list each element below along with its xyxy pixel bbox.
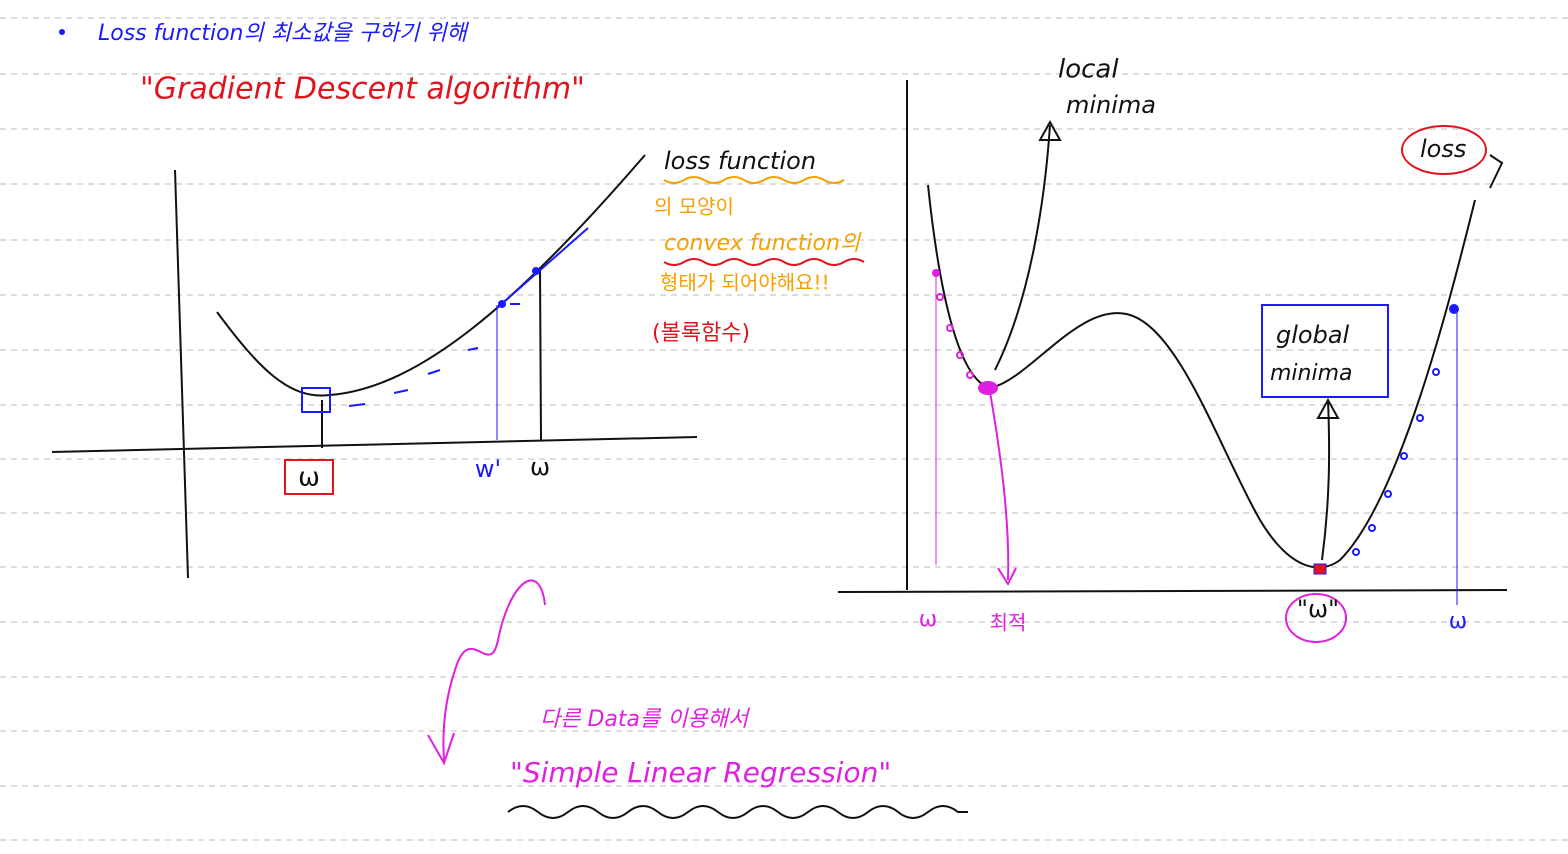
wavy-underline [507, 805, 968, 819]
local-label: minima [1066, 91, 1156, 119]
local-point [978, 381, 998, 395]
note: 의 모양이 [654, 195, 734, 219]
note: (볼록함수) [652, 321, 750, 346]
axis-label: w' [475, 455, 501, 483]
bullet [59, 29, 65, 35]
note: convex function의 [664, 231, 862, 256]
underline [663, 176, 845, 184]
title: "Gradient Descent algorithm" [140, 72, 585, 107]
gradient-steps [301, 227, 589, 440]
right-graph [837, 80, 1508, 593]
arrow [427, 579, 546, 766]
note: 형태가 되어야해요!! [660, 271, 830, 295]
axis-label: ω [919, 607, 937, 632]
global-label: global [1276, 321, 1350, 349]
global-path [1261, 304, 1458, 605]
footer-title: "Simple Linear Regression" [510, 756, 891, 789]
axis-label: 최적 [990, 611, 1027, 635]
left-graph [51, 154, 698, 579]
local-path [935, 270, 1017, 587]
highlight-circle [1401, 125, 1487, 175]
underline [663, 258, 865, 266]
axis-label: "ω" [1297, 595, 1339, 623]
curve-label: loss function [664, 147, 816, 175]
point [1449, 304, 1459, 314]
loss-label: loss [1420, 135, 1466, 163]
point [532, 267, 540, 275]
bullet-text: Loss function의 최소값을 구하기 위해 [98, 21, 470, 46]
global-label: minima [1270, 361, 1353, 386]
axis-label: ω [1449, 609, 1467, 634]
ruled-lines [0, 17, 1568, 841]
highlight-box [284, 459, 334, 495]
global-point [1313, 563, 1327, 575]
axis-label: ω [530, 453, 550, 481]
footer-note: 다른 Data를 이용해서 [540, 707, 751, 732]
local-label: local [1058, 55, 1119, 85]
point [498, 300, 506, 308]
point [932, 269, 940, 277]
axis-label: ω [298, 463, 320, 493]
highlight-circle [1285, 593, 1347, 643]
